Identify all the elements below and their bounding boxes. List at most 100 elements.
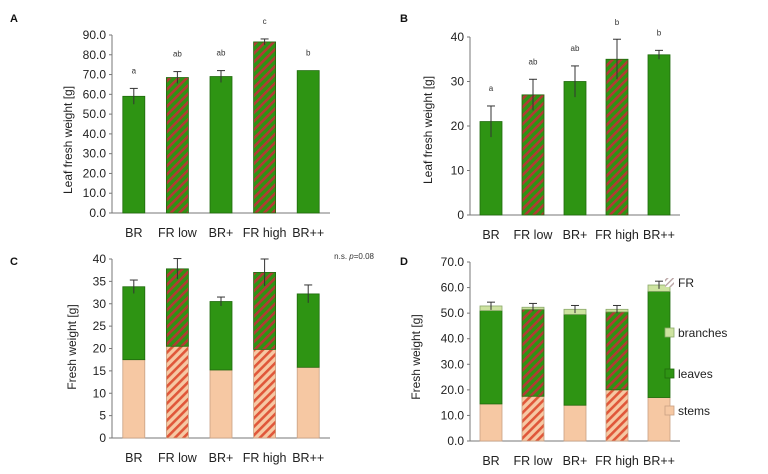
panel-a-significance: a ab ab c b <box>132 17 311 75</box>
panel-a-ytick: 40.0 <box>83 127 107 141</box>
panel-a-ytick: 20.0 <box>83 166 107 180</box>
panel-a-ytick: 80.0 <box>83 48 107 62</box>
panel-a-ytick: 10.0 <box>83 186 107 200</box>
panel-c-ytick: 20 <box>93 342 107 356</box>
panel-a-ylabel: Leaf fresh weight [g] <box>61 86 75 194</box>
bar-segment-leaves <box>647 291 671 398</box>
bar-br <box>122 95 146 214</box>
panel-c-category: BR++ <box>292 451 324 465</box>
bar-segment-leaves <box>563 314 587 406</box>
bar-segment-leaves <box>165 268 189 347</box>
panel-b-significance: a ab ab b b <box>489 18 662 93</box>
panel-a-category: BR+ <box>209 226 234 240</box>
bar-segment-stems <box>253 348 277 439</box>
panel-d-ytick: 10.0 <box>441 408 465 422</box>
panel-c-ytick: 0 <box>99 431 106 445</box>
bar-segment-stems <box>605 389 629 442</box>
panel-a-ytick: 30.0 <box>83 147 107 161</box>
panel-a-sig-letter: c <box>263 17 267 26</box>
panel-b-ytick: 40 <box>451 30 465 44</box>
panel-b-category: BR <box>482 228 499 242</box>
panel-a-categories: BR FR low BR+ FR high BR++ <box>125 226 324 240</box>
panel-a-ytick: 60.0 <box>83 87 107 101</box>
panel-a-sig-letter: b <box>306 49 311 58</box>
legend-item-stems: stems <box>664 404 710 418</box>
panel-c-ylabel: Fresh weight [g] <box>65 304 79 389</box>
panel-c-ytick: 5 <box>99 409 106 423</box>
panel-a-yticks: 0.0 10.0 20.0 30.0 40.0 50.0 60.0 70.0 8… <box>83 28 107 220</box>
panel-b-ytick: 30 <box>451 75 465 89</box>
panel-d-ytick: 60.0 <box>441 281 465 295</box>
panel-d-plot <box>467 261 680 442</box>
panel-d-category: BR <box>482 454 499 468</box>
panel-a-category: BR <box>125 226 142 240</box>
panel-d-label: D <box>400 256 408 268</box>
panel-b-sig-letter: a <box>489 84 494 93</box>
panel-c-ytick: 10 <box>93 386 107 400</box>
bar-segment-stems <box>563 404 587 442</box>
legend-item-branches: branches <box>664 326 727 340</box>
panel-d-legend: FR branches leaves stems <box>664 276 727 418</box>
panel-d: D Fresh weight [g] 0.0 10.0 20.0 30.0 40… <box>400 255 727 468</box>
panel-a-category: FR low <box>158 226 198 240</box>
panel-c: C Fresh weight [g] n.s. p=0.08 0 5 10 15… <box>10 252 375 465</box>
panel-d-category: FR high <box>595 454 639 468</box>
panel-a-label: A <box>10 13 18 25</box>
panel-b-sig-letter: b <box>657 28 662 37</box>
bar-segment-leaves <box>479 310 503 405</box>
panel-b-category: FR low <box>514 228 554 242</box>
panel-a-ytick: 90.0 <box>83 28 107 42</box>
panel-c-ytick: 35 <box>93 274 107 288</box>
bar-segment-stems <box>479 403 503 442</box>
bar-fr-high <box>605 58 629 216</box>
panel-b-ytick: 10 <box>451 164 465 178</box>
bar-segment-leaves <box>521 308 545 397</box>
bar-segment-stems <box>122 359 146 439</box>
panel-b-ylabel: Leaf fresh weight [g] <box>421 76 435 184</box>
panel-b-sig-letter: ab <box>571 44 580 53</box>
panel-c-yticks: 0 5 10 15 20 25 30 35 40 <box>93 252 107 445</box>
bar-segment-stems <box>296 366 320 439</box>
legend-swatch-branches <box>664 327 675 338</box>
panel-d-ytick: 0.0 <box>447 434 464 448</box>
panel-d-ytick: 30.0 <box>441 357 465 371</box>
legend-label-fr: FR <box>678 276 694 290</box>
panel-b-plot <box>467 36 680 216</box>
panel-d-category: FR low <box>514 454 554 468</box>
panel-c-category: FR low <box>158 451 198 465</box>
panel-a-sig-letter: ab <box>217 49 226 58</box>
panel-a-ytick: 0.0 <box>89 206 106 220</box>
legend-swatch-stems <box>664 405 675 416</box>
panel-c-category: BR+ <box>209 451 234 465</box>
panel-a: A Leaf fresh weight [g] 0.0 10.0 20.0 30… <box>10 13 330 240</box>
panel-b-category: FR high <box>595 228 639 242</box>
bar-br- <box>209 76 233 214</box>
legend-label-leaves: leaves <box>678 367 713 381</box>
panel-c-categories: BR FR low BR+ FR high BR++ <box>125 451 324 465</box>
legend-item-fr: FR <box>665 276 694 290</box>
panel-a-plot <box>109 34 330 214</box>
legend-item-leaves: leaves <box>664 367 713 381</box>
panel-c-ytick: 25 <box>93 319 107 333</box>
panel-a-category: FR high <box>243 226 287 240</box>
panel-d-category: BR+ <box>563 454 588 468</box>
panel-b: B Leaf fresh weight [g] 0 10 20 30 40 BR… <box>400 13 680 242</box>
bar-br- <box>563 81 587 216</box>
bar-segment-leaves <box>296 293 320 368</box>
panel-b-yticks: 0 10 20 30 40 <box>451 30 465 222</box>
legend-swatch-fr <box>665 278 674 287</box>
panel-c-plot <box>109 258 330 439</box>
panel-d-category: BR++ <box>643 454 675 468</box>
panel-c-category: BR <box>125 451 142 465</box>
panel-b-sig-letter: b <box>615 18 620 27</box>
bar-segment-leaves <box>209 301 233 371</box>
panel-b-categories: BR FR low BR+ FR high BR++ <box>482 228 675 242</box>
panel-d-ytick: 50.0 <box>441 306 465 320</box>
bar-br- <box>296 70 320 214</box>
panel-b-category: BR+ <box>563 228 588 242</box>
legend-label-stems: stems <box>678 404 710 418</box>
bar-segment-stems <box>647 397 671 442</box>
panel-d-categories: BR FR low BR+ FR high BR++ <box>482 454 675 468</box>
panel-c-ytick: 30 <box>93 297 107 311</box>
panel-b-sig-letter: ab <box>529 57 538 66</box>
